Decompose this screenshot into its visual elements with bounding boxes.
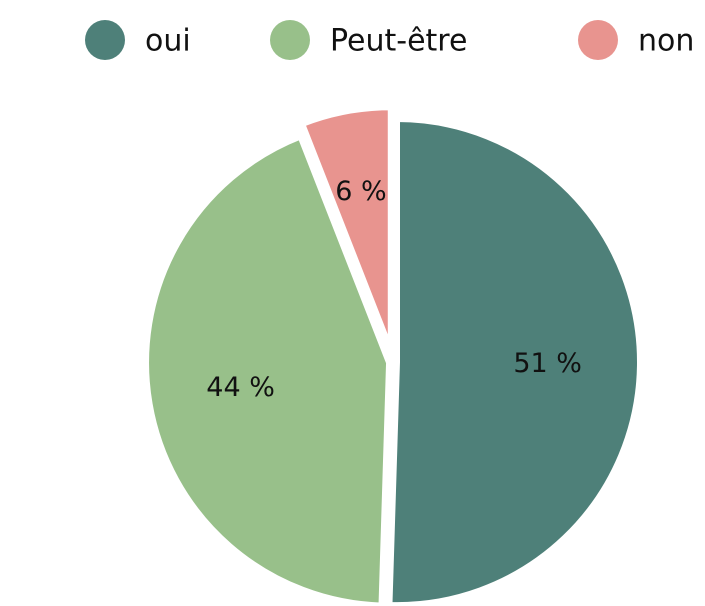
value-label: 51 % [513,348,582,379]
legend-label: non [638,24,694,59]
pie-slice [386,116,643,606]
pie-slice [298,104,394,352]
legend-swatch [578,20,618,60]
value-label: 6 % [335,176,386,207]
legend-swatch [270,20,310,60]
legend-label: oui [145,24,191,59]
legend-label: Peut-être [330,24,467,59]
pie-slice [143,132,393,606]
legend-swatch [85,20,125,60]
value-label: 44 % [206,372,275,403]
